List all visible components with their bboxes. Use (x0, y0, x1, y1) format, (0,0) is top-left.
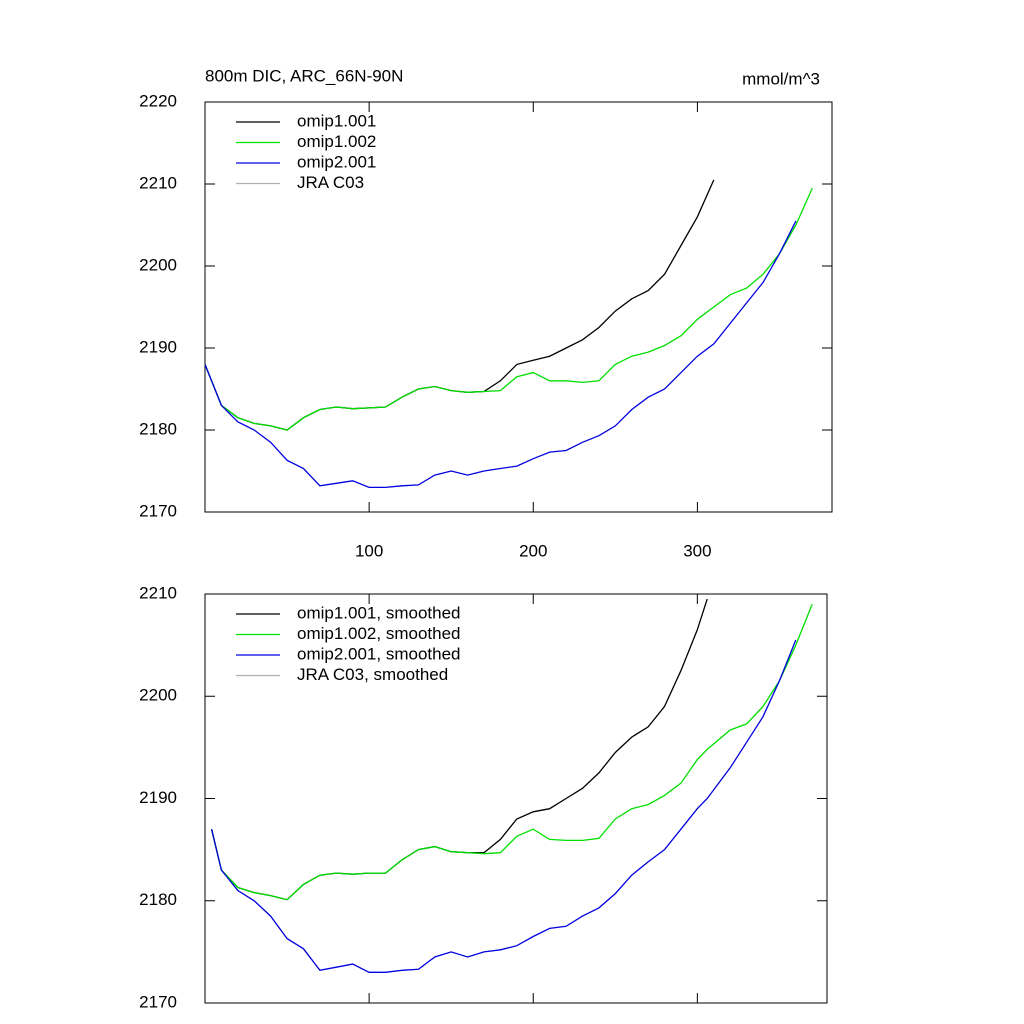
series-line (210, 639, 797, 973)
legend-label: omip1.002, smoothed (297, 624, 461, 643)
x-tick-label: 200 (519, 541, 547, 560)
y-tick-label: 2180 (139, 890, 177, 909)
legend-label: omip2.001, smoothed (297, 644, 461, 663)
y-tick-label: 2210 (139, 173, 177, 192)
legend-label: omip1.001 (297, 111, 376, 130)
legend-label: omip2.001 (297, 152, 376, 171)
x-tick-label: 100 (355, 541, 383, 560)
y-tick-label: 2180 (139, 419, 177, 438)
series-line (204, 187, 813, 431)
x-tick-label: 300 (683, 541, 711, 560)
y-tick-label: 2170 (139, 501, 177, 520)
series-line (204, 220, 797, 489)
plot-frame (204, 101, 833, 513)
y-tick-label: 2200 (139, 686, 177, 705)
units-label: mmol/m^3 (742, 69, 820, 88)
series-line (210, 603, 813, 901)
legend-label: JRA C03 (297, 173, 364, 192)
y-tick-label: 2210 (139, 583, 177, 602)
y-tick-label: 2170 (139, 992, 177, 1011)
series-line (204, 179, 715, 431)
legend-label: omip1.002 (297, 132, 376, 151)
y-tick-label: 2190 (139, 788, 177, 807)
y-tick-label: 2220 (139, 91, 177, 110)
y-tick-label: 2200 (139, 255, 177, 274)
legend-label: omip1.001, smoothed (297, 603, 461, 622)
legend-label: JRA C03, smoothed (297, 665, 448, 684)
chart-title: 800m DIC, ARC_66N-90N (205, 66, 403, 85)
y-tick-label: 2190 (139, 337, 177, 356)
